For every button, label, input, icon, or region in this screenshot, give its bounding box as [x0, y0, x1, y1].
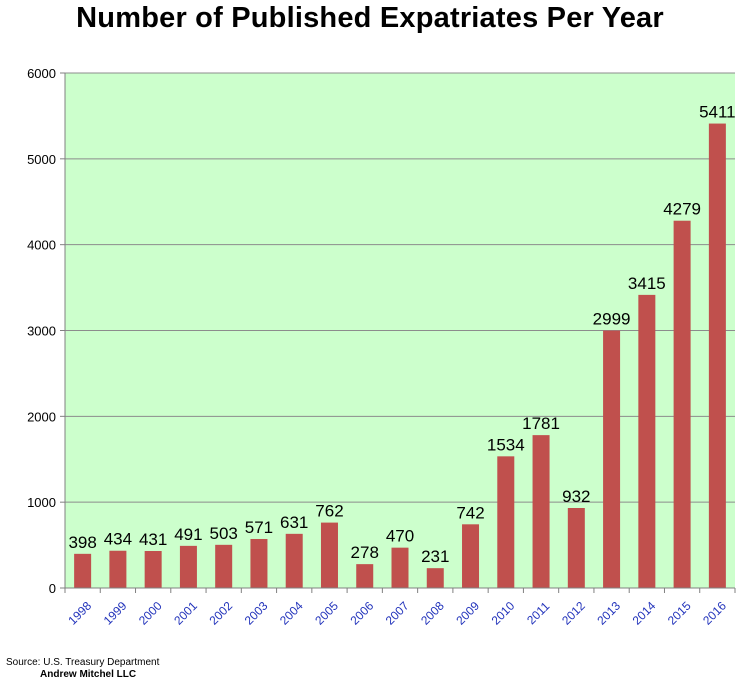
bar-2015 — [673, 220, 691, 588]
x-tick-label: 2013 — [594, 599, 623, 628]
data-label: 470 — [386, 527, 414, 546]
x-tick-label: 2006 — [348, 599, 377, 628]
x-tick-label: 1998 — [65, 599, 94, 628]
data-label: 398 — [68, 533, 96, 552]
bars — [74, 123, 726, 588]
data-labels: 398 434 431 491 503 571 631 762 278 470 231 742 1534… — [68, 103, 735, 567]
y-tick-label: 4000 — [27, 238, 56, 253]
bar-2005 — [320, 522, 338, 588]
bar-2011 — [532, 435, 550, 588]
x-axis-ticks: 1998 1999 2000 2001 2002 2003 2004 2005 2006 2007… — [64, 588, 736, 628]
bar-2000 — [144, 551, 162, 588]
x-tick-label: 2002 — [206, 599, 235, 628]
data-label: 278 — [351, 543, 379, 562]
bar-2001 — [179, 545, 197, 588]
x-tick-label: 2016 — [700, 599, 729, 628]
data-label: 571 — [245, 518, 273, 537]
bar-2014 — [638, 294, 656, 588]
data-label: 1534 — [487, 435, 525, 454]
bar-2007 — [391, 547, 409, 588]
y-tick-label: 6000 — [27, 66, 56, 81]
x-tick-label: 2011 — [524, 599, 552, 627]
x-tick-label: 1999 — [101, 599, 130, 628]
source-note: Source: U.S. Treasury Department — [6, 657, 160, 668]
x-tick-label: 2005 — [312, 599, 341, 628]
bar-2003 — [250, 538, 268, 588]
data-label: 231 — [421, 547, 449, 566]
y-tick-label: 3000 — [27, 324, 56, 339]
x-tick-label: 2007 — [383, 599, 412, 628]
data-label: 5411 — [699, 103, 736, 122]
bar-2006 — [356, 564, 374, 588]
bar-2008 — [426, 568, 444, 588]
y-axis-ticks: 0 1000 2000 3000 4000 5000 6000 — [27, 66, 65, 596]
y-tick-label: 5000 — [27, 152, 56, 167]
x-tick-label: 2014 — [630, 599, 659, 628]
bar-1998 — [74, 553, 92, 588]
bar-2016 — [708, 123, 726, 588]
x-tick-label: 2000 — [136, 599, 165, 628]
data-label: 2999 — [593, 310, 631, 329]
data-label: 431 — [139, 530, 167, 549]
bar-2009 — [462, 524, 480, 588]
x-tick-label: 2003 — [242, 599, 271, 628]
y-tick-label: 1000 — [27, 495, 56, 510]
bar-2004 — [285, 533, 303, 588]
bar-2013 — [603, 330, 621, 588]
x-tick-label: 2015 — [665, 599, 694, 628]
data-label: 434 — [104, 530, 132, 549]
x-tick-label: 2001 — [171, 599, 200, 628]
data-label: 631 — [280, 513, 308, 532]
y-tick-label: 2000 — [27, 409, 56, 424]
data-label: 742 — [456, 503, 484, 522]
data-label: 491 — [174, 525, 202, 544]
data-label: 762 — [315, 502, 343, 521]
x-tick-label: 2008 — [418, 599, 447, 628]
chart-title: Number of Published Expatriates Per Year — [76, 2, 664, 34]
bar-2010 — [497, 456, 515, 588]
data-label: 1781 — [522, 414, 560, 433]
credit-note: Andrew Mitchel LLC — [40, 669, 137, 680]
data-label: 503 — [209, 524, 237, 543]
x-tick-label: 2004 — [277, 599, 306, 628]
x-tick-label: 2009 — [453, 599, 482, 628]
data-label: 932 — [562, 487, 590, 506]
x-tick-label: 2010 — [489, 599, 518, 628]
bar-2012 — [567, 508, 585, 588]
bar-1999 — [109, 550, 127, 588]
gridlines — [65, 72, 735, 503]
bar-2002 — [215, 544, 233, 588]
x-tick-label: 2012 — [559, 599, 588, 628]
y-tick-label: 0 — [49, 581, 56, 596]
data-label: 4279 — [663, 200, 701, 219]
data-label: 3415 — [628, 274, 666, 293]
bar-chart: 0 1000 2000 3000 4000 5000 6000 398 434 431 491 50… — [27, 66, 736, 628]
